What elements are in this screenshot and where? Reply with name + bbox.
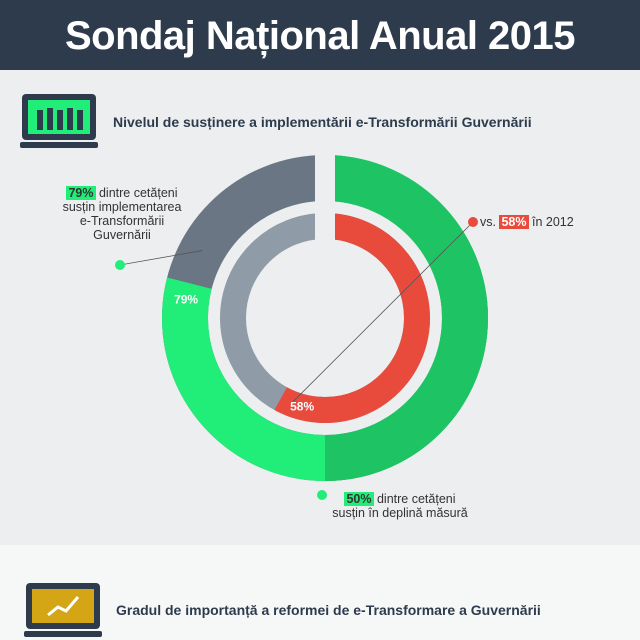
ring-arc bbox=[324, 155, 488, 481]
annotation: vs. 58% în 2012 bbox=[480, 215, 574, 229]
annotation-text: dintre cetățeni susțin în deplină măsură bbox=[332, 492, 468, 520]
annotation: 50% dintre cetățeni susțin în deplină mă… bbox=[330, 492, 470, 520]
value-label: 58% bbox=[290, 399, 314, 413]
title: Sondaj Național Anual 2015 bbox=[64, 14, 576, 58]
monitor-icon bbox=[24, 583, 102, 637]
annotation-text: vs. bbox=[480, 215, 496, 229]
chart-title: Nivelul de susținere a implementării e-T… bbox=[113, 114, 532, 130]
annotation-text: dintre cetățeni susțin implementarea e-T… bbox=[62, 186, 182, 242]
value-label: 50% bbox=[344, 492, 374, 506]
gap bbox=[315, 148, 335, 243]
value-label: 58% bbox=[499, 215, 529, 229]
section-title: Gradul de importanță a reformei de e-Tra… bbox=[116, 602, 541, 618]
value-label: 79% bbox=[66, 186, 96, 200]
monitor-icon bbox=[20, 94, 98, 148]
leader-line bbox=[119, 250, 203, 266]
annotation-text: în 2012 bbox=[531, 215, 574, 229]
header: Sondaj Național Anual 2015 bbox=[0, 0, 640, 70]
donut-chart: 79% 58% bbox=[115, 148, 488, 500]
value-label: 79% bbox=[174, 293, 198, 307]
dot bbox=[115, 260, 125, 270]
ring-arc bbox=[274, 213, 430, 423]
annotation: 79% dintre cetățeni susțin implementarea… bbox=[62, 186, 182, 242]
dot bbox=[468, 217, 478, 227]
dot bbox=[317, 490, 327, 500]
leader-line bbox=[290, 221, 474, 404]
section: Gradul de importanță a reformei de e-Tra… bbox=[0, 545, 640, 640]
